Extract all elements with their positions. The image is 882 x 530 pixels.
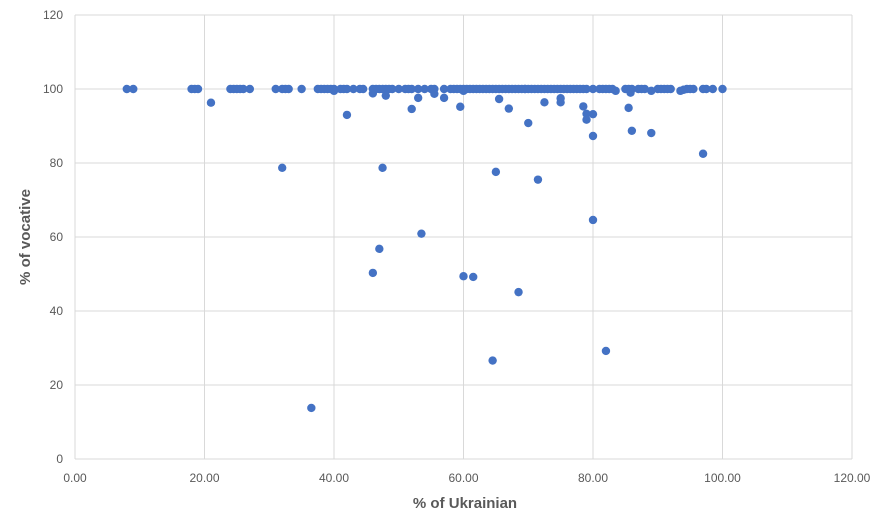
y-tick-label: 0	[56, 452, 63, 466]
data-point	[378, 163, 387, 173]
data-point	[284, 84, 293, 94]
data-point	[588, 215, 598, 225]
y-tick-label: 20	[50, 378, 64, 392]
data-point	[129, 84, 138, 94]
data-point	[368, 268, 378, 278]
x-tick-label: 100.00	[704, 471, 741, 485]
data-point	[358, 84, 368, 94]
data-point	[533, 175, 543, 184]
data-point	[708, 84, 717, 94]
data-point	[582, 84, 591, 94]
data-point	[342, 110, 352, 120]
data-point	[278, 163, 287, 173]
data-point	[307, 403, 316, 413]
data-point	[698, 149, 708, 158]
y-tick-label: 40	[50, 304, 64, 318]
data-point	[491, 167, 501, 177]
data-point	[524, 118, 533, 128]
data-point	[394, 84, 403, 94]
data-point	[588, 131, 598, 141]
data-point	[388, 84, 397, 94]
data-point	[624, 103, 633, 113]
data-point	[520, 84, 530, 94]
data-point	[582, 115, 591, 124]
x-tick-label: 60.00	[448, 471, 478, 485]
x-tick-label: 120.00	[834, 471, 871, 485]
data-point	[640, 84, 649, 94]
data-point	[381, 91, 390, 100]
data-point	[439, 93, 449, 103]
data-point	[514, 287, 523, 297]
data-point	[245, 84, 255, 94]
data-point	[297, 84, 306, 94]
data-point	[375, 244, 384, 254]
x-tick-label: 20.00	[189, 471, 219, 485]
data-point	[368, 89, 378, 98]
data-point	[122, 84, 131, 94]
gridlines	[74, 14, 853, 460]
data-point	[488, 356, 497, 365]
data-point	[469, 272, 478, 282]
data-point	[494, 94, 504, 104]
data-point	[556, 98, 565, 107]
data-point	[413, 93, 423, 103]
data-point	[582, 109, 591, 118]
data-point	[579, 102, 588, 111]
data-point	[329, 86, 339, 96]
x-axis-title: % of Ukrainian	[413, 495, 517, 512]
y-tick-label: 60	[50, 230, 64, 244]
data-point	[459, 86, 468, 96]
data-points	[122, 84, 727, 413]
data-point	[588, 109, 598, 119]
data-point	[420, 84, 429, 94]
data-point	[588, 84, 598, 94]
y-tick-label: 100	[43, 82, 63, 96]
x-tick-label: 80.00	[578, 471, 608, 485]
data-point	[456, 102, 465, 111]
data-point	[413, 84, 423, 94]
data-point	[342, 84, 352, 94]
data-point	[666, 84, 675, 94]
x-tick-label: 40.00	[319, 471, 349, 485]
y-axis-title: % of vocative	[17, 189, 34, 285]
data-point	[193, 84, 203, 94]
data-point	[689, 84, 698, 94]
data-point	[407, 104, 416, 114]
data-point	[439, 84, 449, 94]
y-tick-label: 120	[43, 8, 63, 22]
x-tick-label: 0.00	[63, 471, 87, 485]
data-point	[626, 88, 635, 97]
tick-labels: 0.00 20.00 40.00 60.00 80.00 100.00 120.00 0 20 4…	[43, 8, 871, 485]
data-point	[611, 86, 620, 96]
data-point	[647, 86, 656, 96]
data-point	[504, 104, 514, 113]
data-point	[627, 126, 637, 136]
y-tick-label: 80	[50, 156, 64, 170]
data-point	[702, 84, 711, 94]
data-point	[239, 84, 248, 94]
data-point	[601, 346, 611, 356]
data-point	[349, 84, 358, 94]
data-point	[718, 84, 727, 94]
data-point	[540, 98, 549, 107]
data-point	[206, 98, 216, 107]
data-point	[417, 229, 426, 238]
data-point	[647, 128, 656, 138]
data-point	[407, 84, 416, 94]
data-point	[271, 84, 280, 94]
data-point	[459, 272, 468, 281]
data-point	[430, 89, 439, 99]
